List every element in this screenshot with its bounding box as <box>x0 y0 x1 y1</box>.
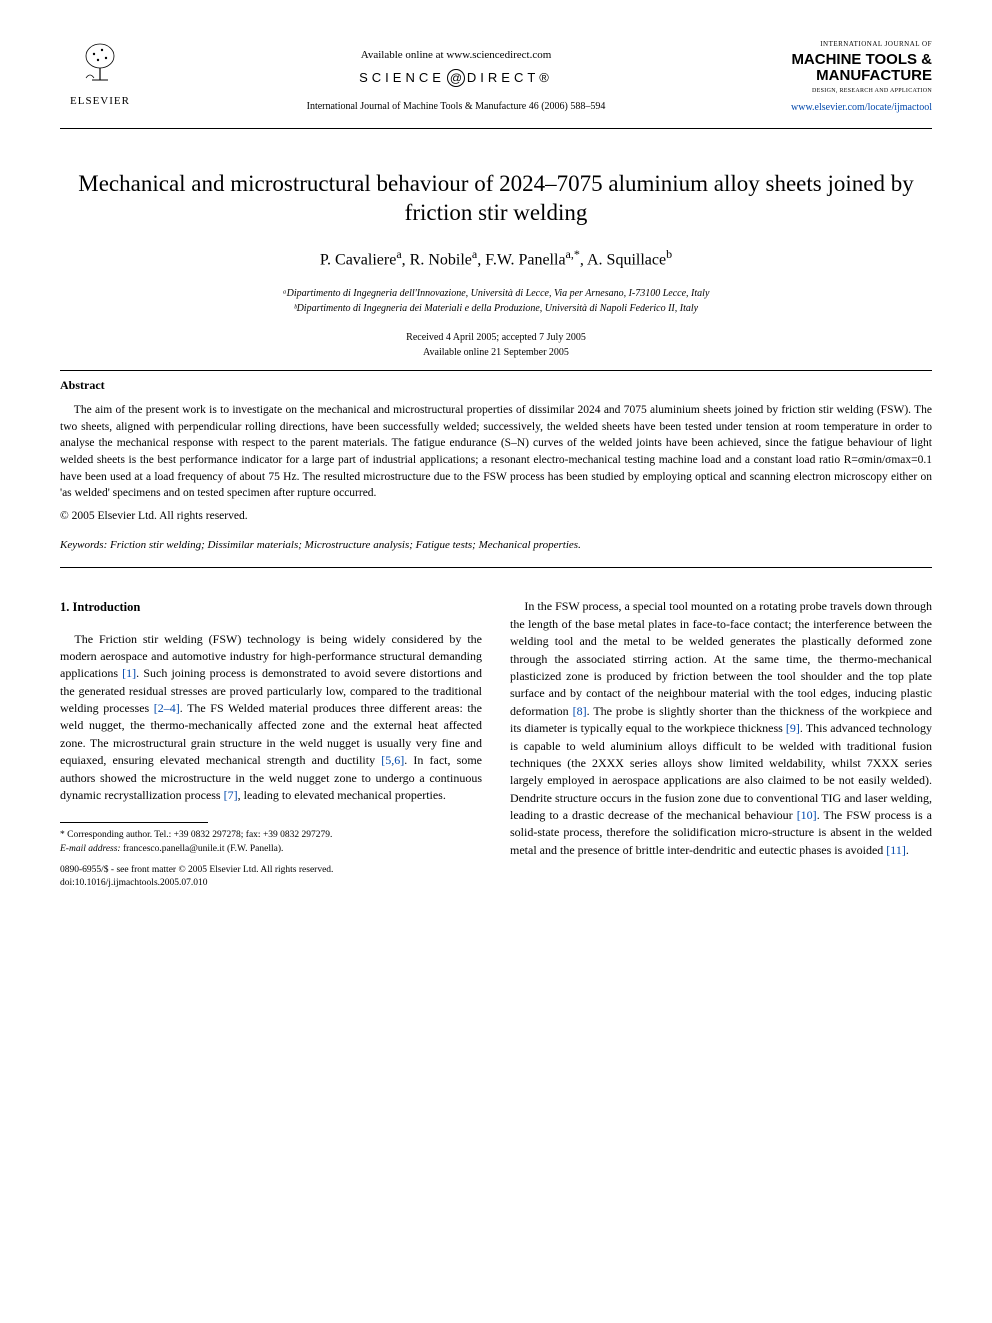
online-date: Available online 21 September 2005 <box>60 345 932 360</box>
affiliations: ᵃDipartimento di Ingegneria dell'Innovaz… <box>60 286 932 316</box>
authors-line: P. Cavalierea, R. Nobilea, F.W. Panellaa… <box>60 246 932 272</box>
corresponding-author: * Corresponding author. Tel.: +39 0832 2… <box>60 829 482 842</box>
column-left: 1. Introduction The Friction stir weldin… <box>60 598 482 890</box>
footnote-block: * Corresponding author. Tel.: +39 0832 2… <box>60 829 482 890</box>
received-date: Received 4 April 2005; accepted 7 July 2… <box>60 330 932 345</box>
journal-title: MACHINE TOOLS & MANUFACTURE <box>772 52 932 85</box>
doi-line: doi:10.1016/j.ijmachtools.2005.07.010 <box>60 877 482 890</box>
abstract-copyright: © 2005 Elsevier Ltd. All rights reserved… <box>60 508 932 524</box>
at-icon: @ <box>447 69 465 87</box>
sciencedirect-prefix: SCIENCE <box>359 70 445 85</box>
email-line: E-mail address: francesco.panella@unile.… <box>60 843 482 856</box>
available-online-text: Available online at www.sciencedirect.co… <box>140 48 772 63</box>
cite-7[interactable]: [7] <box>224 788 238 802</box>
intro-paragraph-1: The Friction stir welding (FSW) technolo… <box>60 631 482 805</box>
cite-5-6[interactable]: [5,6] <box>381 753 404 767</box>
intro-heading: 1. Introduction <box>60 598 482 616</box>
abstract-top-rule <box>60 370 932 371</box>
elsevier-tree-icon <box>60 40 140 92</box>
keywords-rule <box>60 567 932 568</box>
article-title: Mechanical and microstructural behaviour… <box>60 169 932 229</box>
journal-intl-label: INTERNATIONAL JOURNAL OF <box>772 40 932 50</box>
cite-9[interactable]: [9] <box>786 721 800 735</box>
cite-1[interactable]: [1] <box>122 666 136 680</box>
citation-line: International Journal of Machine Tools &… <box>140 100 772 114</box>
intro-paragraph-2: In the FSW process, a special tool mount… <box>510 598 932 859</box>
article-dates: Received 4 April 2005; accepted 7 July 2… <box>60 330 932 360</box>
footnote-separator <box>60 822 208 823</box>
keywords-line: Keywords: Friction stir welding; Dissimi… <box>60 538 932 553</box>
journal-subtitle: DESIGN, RESEARCH AND APPLICATION <box>772 87 932 95</box>
issn-line: 0890-6955/$ - see front matter © 2005 El… <box>60 864 482 877</box>
sciencedirect-logo: SCIENCE@DIRECT® <box>140 69 772 87</box>
body-columns: 1. Introduction The Friction stir weldin… <box>60 598 932 890</box>
publisher-name: ELSEVIER <box>60 94 140 109</box>
sciencedirect-suffix: DIRECT® <box>467 70 553 85</box>
center-header: Available online at www.sciencedirect.co… <box>140 40 772 118</box>
cite-8[interactable]: [8] <box>573 704 587 718</box>
affiliation-b: ᵇDipartimento di Ingegneria dei Material… <box>60 301 932 316</box>
column-right: In the FSW process, a special tool mount… <box>510 598 932 890</box>
cite-10[interactable]: [10] <box>797 808 817 822</box>
cite-11[interactable]: [11] <box>886 843 906 857</box>
keywords-list: Friction stir welding; Dissimilar materi… <box>110 539 581 551</box>
abstract-heading: Abstract <box>60 377 932 394</box>
affiliation-a: ᵃDipartimento di Ingegneria dell'Innovaz… <box>60 286 932 301</box>
keywords-label: Keywords: <box>60 539 107 551</box>
email-value: francesco.panella@unile.it (F.W. Panella… <box>123 844 283 854</box>
publisher-logo: ELSEVIER <box>60 40 140 109</box>
email-label: E-mail address: <box>60 844 121 854</box>
cite-2-4[interactable]: [2–4] <box>154 701 180 715</box>
journal-box: INTERNATIONAL JOURNAL OF MACHINE TOOLS &… <box>772 40 932 115</box>
journal-url-link[interactable]: www.elsevier.com/locate/ijmactool <box>772 101 932 115</box>
page-header: ELSEVIER Available online at www.science… <box>60 40 932 118</box>
abstract-text: The aim of the present work is to invest… <box>60 402 932 502</box>
header-rule <box>60 128 932 129</box>
